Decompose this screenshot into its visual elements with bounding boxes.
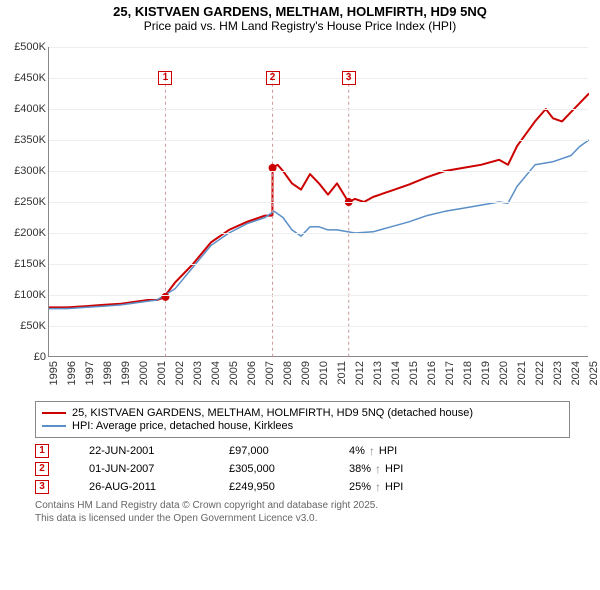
y-tick-label: £250K xyxy=(4,196,46,208)
legend: 25, KISTVAEN GARDENS, MELTHAM, HOLMFIRTH… xyxy=(35,401,570,438)
legend-item: HPI: Average price, detached house, Kirk… xyxy=(42,420,563,432)
sales-table: 1 22-JUN-2001 £97,000 4%↑HPI 2 01-JUN-2007 £30… xyxy=(35,444,570,494)
y-tick-label: £200K xyxy=(4,227,46,239)
sale-marker: 2 xyxy=(266,71,280,85)
footer-attribution: Contains HM Land Registry data © Crown c… xyxy=(35,500,570,525)
legend-swatch xyxy=(42,412,66,414)
legend-label: HPI: Average price, detached house, Kirk… xyxy=(72,420,293,432)
y-tick-label: £500K xyxy=(4,41,46,53)
sale-pct: 38%↑HPI xyxy=(349,462,439,476)
sales-table-row: 3 26-AUG-2011 £249,950 25%↑HPI xyxy=(35,480,570,494)
sale-number-box: 2 xyxy=(35,462,49,476)
sales-table-row: 2 01-JUN-2007 £305,000 38%↑HPI xyxy=(35,462,570,476)
legend-item: 25, KISTVAEN GARDENS, MELTHAM, HOLMFIRTH… xyxy=(42,407,563,419)
arrow-up-icon: ↑ xyxy=(375,480,381,494)
sale-date: 01-JUN-2007 xyxy=(89,463,189,475)
x-tick-label: 2025 xyxy=(588,361,600,385)
arrow-up-icon: ↑ xyxy=(369,444,375,458)
y-tick-label: £450K xyxy=(4,72,46,84)
sale-date: 22-JUN-2001 xyxy=(89,445,189,457)
sale-marker: 3 xyxy=(342,71,356,85)
y-tick-label: £50K xyxy=(4,320,46,332)
sale-number-box: 3 xyxy=(35,480,49,494)
plot-area: 1 2 3 xyxy=(48,47,588,357)
sale-pct: 25%↑HPI xyxy=(349,480,439,494)
sale-pct: 4%↑HPI xyxy=(349,444,439,458)
y-tick-label: £150K xyxy=(4,258,46,270)
y-tick-label: £0 xyxy=(4,351,46,363)
y-tick-label: £400K xyxy=(4,103,46,115)
y-tick-label: £100K xyxy=(4,289,46,301)
sale-price: £97,000 xyxy=(229,445,309,457)
legend-label: 25, KISTVAEN GARDENS, MELTHAM, HOLMFIRTH… xyxy=(72,407,473,419)
chart-area: £0 £50K £100K £150K £200K £250K £300K £350K £400… xyxy=(6,37,591,397)
sale-date: 26-AUG-2011 xyxy=(89,481,189,493)
arrow-up-icon: ↑ xyxy=(375,462,381,476)
y-tick-label: £300K xyxy=(4,165,46,177)
legend-swatch xyxy=(42,425,66,427)
y-tick-label: £350K xyxy=(4,134,46,146)
footer-line-2: This data is licensed under the Open Gov… xyxy=(35,513,570,526)
title-line-2: Price paid vs. HM Land Registry's House … xyxy=(0,19,600,33)
footer-line-1: Contains HM Land Registry data © Crown c… xyxy=(35,500,570,513)
chart-title: 25, KISTVAEN GARDENS, MELTHAM, HOLMFIRTH… xyxy=(0,0,600,33)
sale-price: £305,000 xyxy=(229,463,309,475)
sale-price: £249,950 xyxy=(229,481,309,493)
sale-marker: 1 xyxy=(158,71,172,85)
sales-table-row: 1 22-JUN-2001 £97,000 4%↑HPI xyxy=(35,444,570,458)
sale-number-box: 1 xyxy=(35,444,49,458)
title-line-1: 25, KISTVAEN GARDENS, MELTHAM, HOLMFIRTH… xyxy=(0,4,600,19)
